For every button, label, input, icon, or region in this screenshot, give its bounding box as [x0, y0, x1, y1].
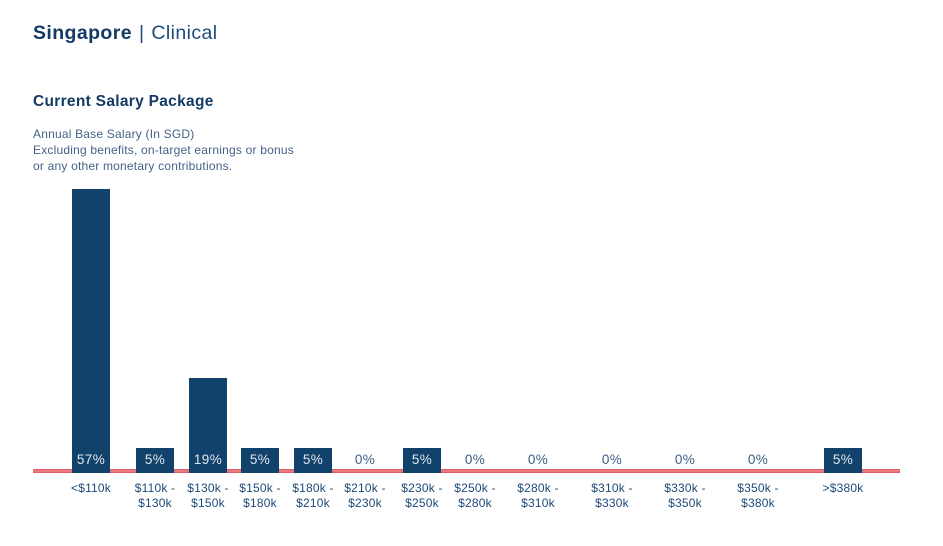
bar-column: 0% $350k - $380k	[713, 0, 803, 546]
bar-column: 19% $130k - $150k	[163, 0, 253, 546]
title-separator: |	[138, 22, 145, 44]
x-tick-label: $150k - $180k	[239, 481, 281, 510]
bar	[824, 448, 862, 473]
x-tick-label: $330k - $350k	[664, 481, 706, 510]
bar-value-label: 0%	[527, 452, 549, 467]
bar-value-label: 5%	[832, 452, 854, 467]
bar-column: 5% >$380k	[798, 0, 888, 546]
report-category-name: Clinical	[151, 22, 218, 44]
bar-value-label: 5%	[144, 452, 166, 467]
x-tick-label: $130k - $150k	[187, 481, 229, 510]
x-tick-label: $250k - $280k	[454, 481, 496, 510]
bar-value-label: 19%	[193, 452, 223, 467]
bar-value-label: 0%	[354, 452, 376, 467]
chart-title: Current Salary Package	[33, 93, 214, 110]
bar-column: 0% $210k - $230k	[320, 0, 410, 546]
x-tick-label: $280k - $310k	[517, 481, 559, 510]
x-tick-label: $350k - $380k	[737, 481, 779, 510]
x-tick-label: $230k - $250k	[401, 481, 443, 510]
bar-value-label: 0%	[674, 452, 696, 467]
bar-value-label: 0%	[601, 452, 623, 467]
bar-column: 5% $180k - $210k	[268, 0, 358, 546]
chart-subtitle: Annual Base Salary (In SGD) Excluding be…	[33, 127, 294, 173]
bar	[136, 448, 174, 473]
bar-column: 57% <$110k	[46, 0, 136, 546]
bar-value-label: 5%	[249, 452, 271, 467]
bar-column: 0% $250k - $280k	[430, 0, 520, 546]
x-tick-label: >$380k	[822, 481, 864, 495]
bar-column: 5% $110k - $130k	[110, 0, 200, 546]
bar	[189, 378, 227, 473]
bar	[72, 189, 110, 473]
bar-column: 0% $310k - $330k	[567, 0, 657, 546]
bar-column: 0% $330k - $350k	[640, 0, 730, 546]
bar-value-label: 5%	[411, 452, 433, 467]
page-title: Singapore | Clinical	[33, 22, 217, 45]
bar-value-label: 0%	[747, 452, 769, 467]
x-tick-label: $310k - $330k	[591, 481, 633, 510]
bar	[403, 448, 441, 473]
bar-column: 5% $230k - $250k	[377, 0, 467, 546]
region-name: Singapore	[33, 22, 132, 44]
bar-value-label: 57%	[76, 452, 106, 467]
x-tick-label: <$110k	[70, 481, 111, 495]
x-tick-label: $110k - $130k	[134, 481, 176, 510]
bar-column: 5% $150k - $180k	[215, 0, 305, 546]
bar-value-label: 5%	[302, 452, 324, 467]
bar-column: 0% $280k - $310k	[493, 0, 583, 546]
bar	[294, 448, 332, 473]
chart-baseline	[33, 469, 900, 473]
x-tick-label: $180k - $210k	[292, 481, 334, 510]
x-tick-label: $210k - $230k	[344, 481, 386, 510]
bar	[241, 448, 279, 473]
bar-value-label: 0%	[464, 452, 486, 467]
